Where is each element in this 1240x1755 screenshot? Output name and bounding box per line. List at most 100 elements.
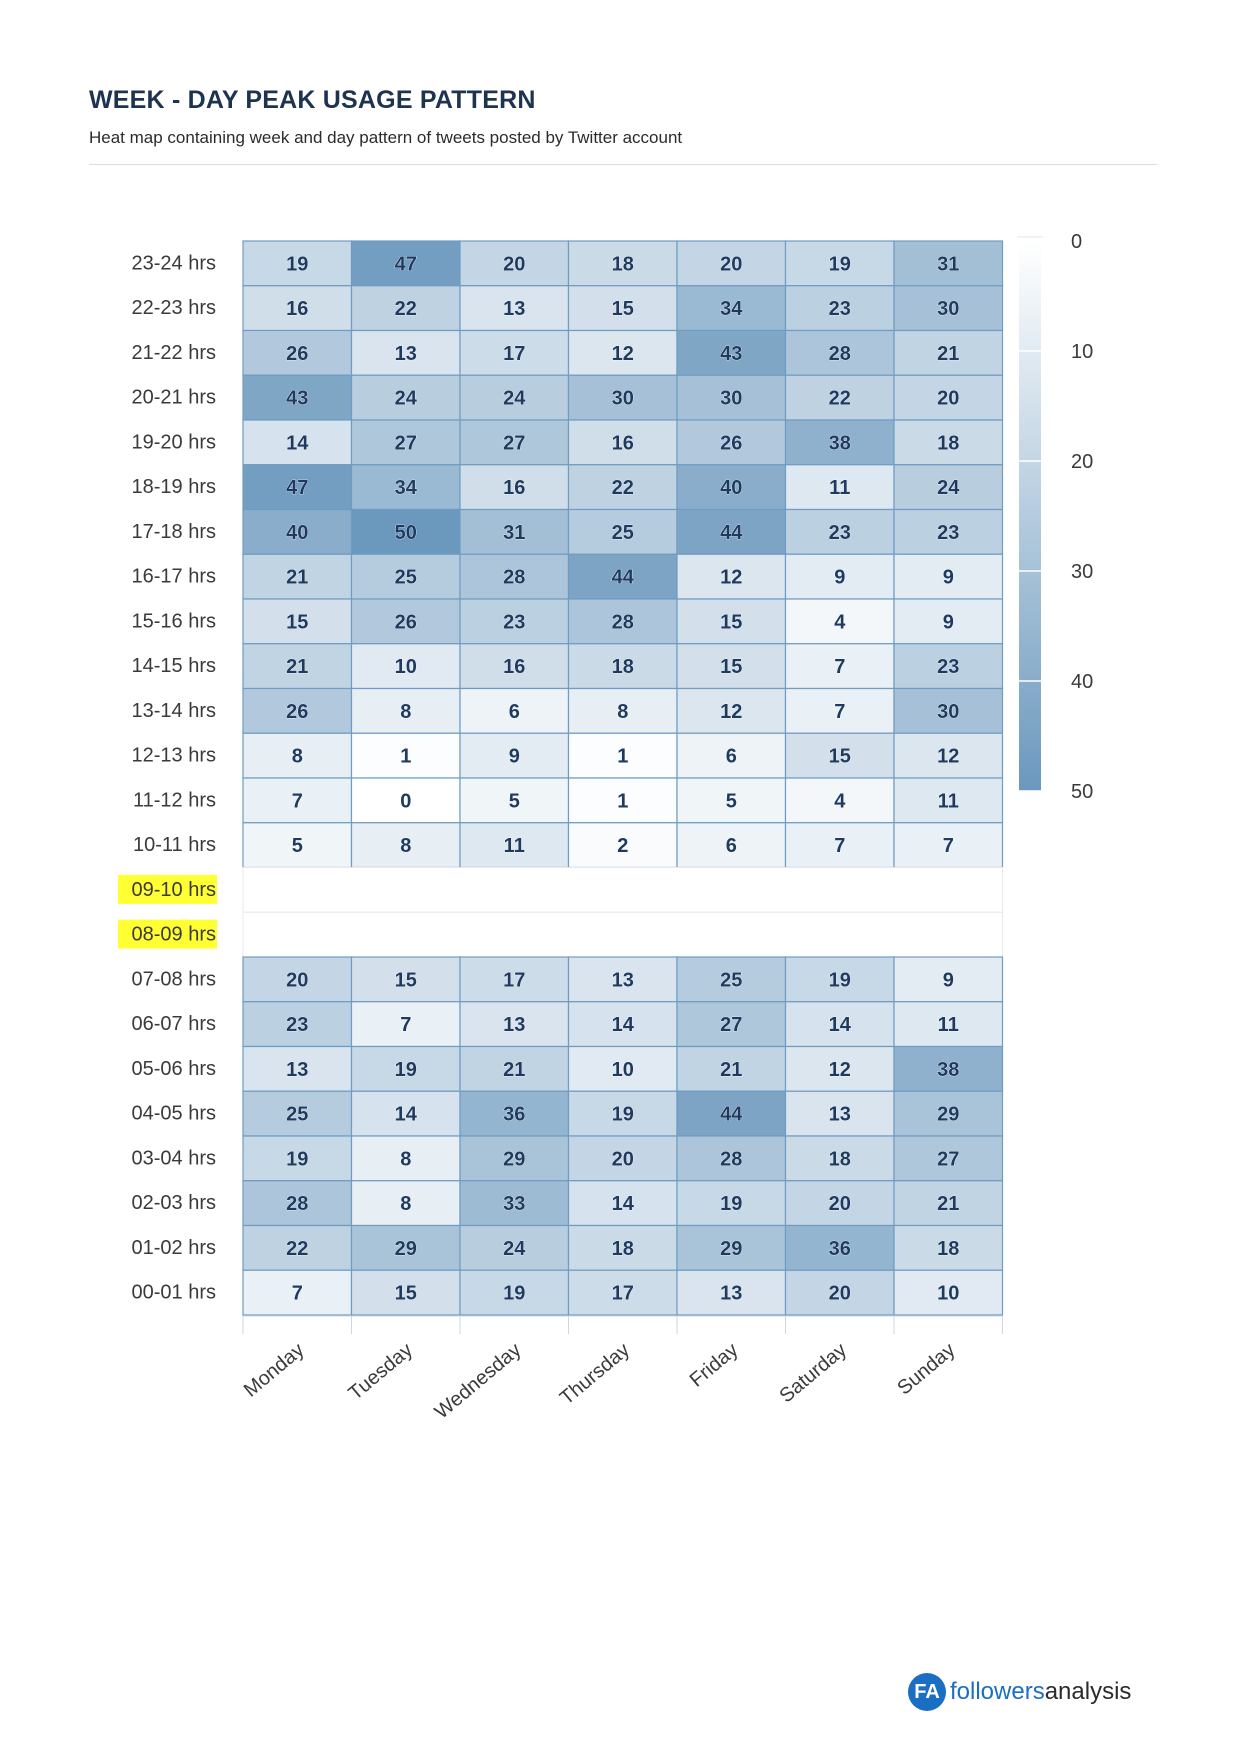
heatmap-cell [567,1001,678,1048]
heatmap-cell [459,553,570,600]
cell-label: 40 [286,522,308,544]
cell-label: 16 [503,477,525,499]
title-divider [89,164,1157,165]
heatmap-cell [893,374,1004,421]
cell-label: 13 [395,343,417,365]
cell-label: 7 [834,656,845,678]
x-tick-label: Tuesday [345,1339,417,1405]
heatmap-cell [459,329,570,376]
heatmap-cell [459,240,570,287]
heatmap-cell [350,1090,461,1137]
y-tick-label: 04-05 hrs [132,1103,217,1125]
heatmap-cell [784,419,895,466]
cell-label: 20 [503,253,525,275]
y-tick-label: 01-02 hrs [132,1237,217,1259]
cell-label: 47 [286,477,308,499]
heatmap-cell [350,1001,461,1048]
heatmap-cell [676,1001,787,1048]
cell-label: 23 [937,656,959,678]
heatmap-cell [459,643,570,690]
cell-label: 28 [612,611,634,633]
page-subtitle: Heat map containing week and day pattern… [89,128,683,147]
heatmap-cell [676,374,787,421]
cell-label: 8 [400,835,411,857]
cell-label: 19 [829,969,851,991]
cell-label: 19 [286,253,308,275]
heatmap-cell [676,1045,787,1092]
heatmap-cell [459,732,570,779]
y-tick-label: 23-24 hrs [132,252,217,274]
cell-label: 8 [400,1148,411,1170]
y-tick-label: 09-10 hrs [132,879,217,901]
row-highlight [118,874,217,904]
cell-label: 10 [395,656,417,678]
heatmap-cell [567,374,678,421]
x-tick-label: Friday [686,1339,743,1392]
cell-label: 6 [726,835,737,857]
y-tick-label: 02-03 hrs [132,1192,217,1214]
y-tick-label: 00-01 hrs [132,1282,217,1304]
cell-label: 44 [612,567,635,589]
y-tick-label: 21-22 hrs [132,342,217,364]
heatmap-cell [893,822,1004,869]
y-tick-label: 19-20 hrs [132,431,217,453]
y-tick-label: 07-08 hrs [132,968,217,990]
heatmap-cell [350,956,461,1003]
cell-label: 20 [720,253,742,275]
heatmap-cell [893,329,1004,376]
cell-label: 38 [937,1059,959,1081]
y-tick-label: 12-13 hrs [132,745,217,767]
cell-label: 30 [937,701,959,723]
cell-label: 1 [617,790,628,812]
cell-label: 34 [395,477,418,499]
cell-label: 0 [400,790,411,812]
cell-label: 28 [286,1193,308,1215]
cell-label: 19 [503,1283,525,1305]
heatmap-cell [350,329,461,376]
legend-tick-label: 50 [1071,781,1093,803]
heatmap-cell [567,822,678,869]
cell-label: 25 [286,1104,308,1126]
heatmap-cell [567,1090,678,1137]
heatmap-cell [676,732,787,779]
cell-label: 33 [503,1193,525,1215]
cell-label: 30 [720,388,742,410]
heatmap-cell [350,732,461,779]
cell-label: 23 [829,298,851,320]
heatmap-cell [676,1224,787,1271]
heatmap-cell [893,285,1004,332]
cell-label: 7 [400,1014,411,1036]
cell-label: 20 [937,388,959,410]
cell-label: 50 [395,522,417,544]
cell-label: 20 [829,1283,851,1305]
heatmap-cell [459,1045,570,1092]
cell-label: 5 [292,835,303,857]
heatmap-cell [676,1180,787,1227]
cell-label: 12 [937,746,959,768]
cell-label: 15 [720,656,742,678]
cell-label: 1 [617,746,628,768]
heatmap-cell [242,240,353,287]
cell-label: 18 [937,1238,959,1260]
cell-label: 40 [720,477,742,499]
page-title: WEEK - DAY PEAK USAGE PATTERN [89,86,536,114]
cell-label: 16 [503,656,525,678]
cell-label: 30 [612,388,634,410]
cell-label: 7 [834,835,845,857]
cell-label: 29 [720,1238,742,1260]
heatmap-cell [784,1269,895,1316]
cell-label: 23 [937,522,959,544]
y-tick-label: 08-09 hrs [132,924,217,946]
y-tick-label: 10-11 hrs [133,834,216,856]
cell-label: 15 [720,611,742,633]
cell-label: 21 [937,343,959,365]
cell-label: 7 [943,835,954,857]
cell-label: 20 [829,1193,851,1215]
heatmap-cell [242,419,353,466]
cell-label: 20 [612,1148,634,1170]
brand-name-part2: analysis [1044,1678,1132,1705]
cell-label: 21 [286,656,308,678]
cell-label: 9 [943,567,954,589]
legend-tick-label: 10 [1071,341,1093,363]
